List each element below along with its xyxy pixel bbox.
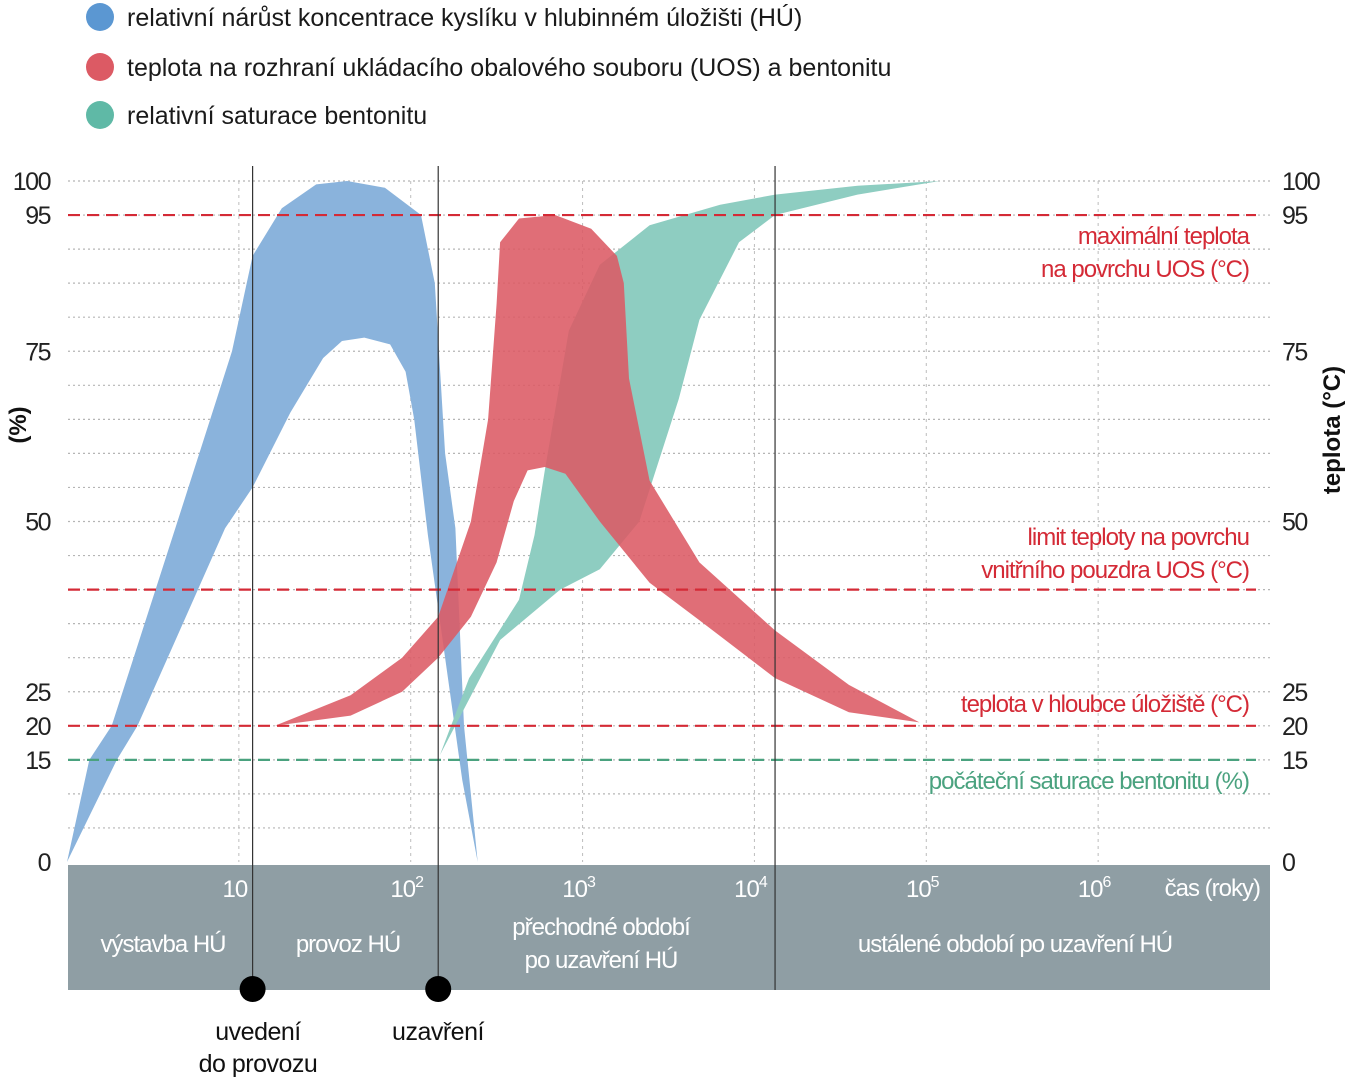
milestone-lines <box>239 166 776 1002</box>
ref-limit-temp-line1: limit teploty na povrchu <box>1028 524 1249 551</box>
legend-label-temperature: teplota na rozhraní ukládacího obalového… <box>127 54 891 82</box>
y-tick-left: 25 <box>25 679 50 707</box>
ref-depth-temp: teplota v hloubce úložiště (°C) <box>961 691 1249 718</box>
y-tick-right: 0 <box>1282 849 1295 877</box>
ref-max-temp-line1: maximální teplota <box>1078 223 1251 250</box>
legend-swatch-saturation <box>86 101 114 129</box>
area-temperature <box>274 215 920 726</box>
y-axis-right-label: teplota (°C) <box>1319 366 1346 494</box>
y-tick-right: 25 <box>1282 679 1307 707</box>
data-areas <box>67 181 940 862</box>
y-tick-right: 100 <box>1282 168 1320 196</box>
legend-label-saturation: relativní saturace bentonitu <box>127 102 427 130</box>
time-axis-band <box>68 865 1270 990</box>
milestone-commissioning-line1: uvedení <box>215 1018 301 1046</box>
milestone-dot <box>239 976 266 1002</box>
x-axis-label: čas (roky) <box>1165 875 1260 902</box>
period-transition-line1: přechodné období <box>512 914 691 941</box>
milestone-commissioning-line2: do provozu <box>199 1050 318 1078</box>
legend: relativní nárůst koncentrace kyslíku v h… <box>86 3 891 130</box>
x-tick-label: 106 <box>1078 874 1112 903</box>
area-bentonite-saturation <box>439 181 940 756</box>
y-tick-left: 95 <box>25 202 50 230</box>
reference-lines <box>68 213 1256 761</box>
milestone-closure: uzavření <box>392 1018 484 1046</box>
legend-swatch-oxygen <box>86 3 114 31</box>
ref-initial-saturation: počáteční saturace bentonitu (%) <box>929 768 1249 795</box>
y-tick-right: 95 <box>1282 202 1307 230</box>
ref-max-temp-line2: na povrchu UOS (°C) <box>1041 256 1249 283</box>
ref-limit-temp-line2: vnitřního pouzdra UOS (°C) <box>981 557 1249 584</box>
x-tick-label: 10 <box>223 876 248 903</box>
y-tick-right: 15 <box>1282 747 1307 775</box>
period-transition-line2: po uzavření HÚ <box>525 947 678 974</box>
y-tick-left: 20 <box>25 713 50 741</box>
milestone-dot <box>425 976 452 1002</box>
period-steady: ustálené období po uzavření HÚ <box>858 931 1172 958</box>
legend-swatch-temperature <box>86 53 114 81</box>
y-tick-left: 0 <box>38 849 51 877</box>
period-labels: výstavba HÚ provoz HÚ přechodné období p… <box>100 914 1173 974</box>
y-tick-left: 15 <box>25 747 50 775</box>
y-tick-left: 100 <box>13 168 51 196</box>
legend-label-oxygen: relativní nárůst koncentrace kyslíku v h… <box>127 3 802 32</box>
period-construction: výstavba HÚ <box>100 931 225 958</box>
y-tick-right: 75 <box>1282 338 1307 366</box>
y-tick-left: 75 <box>25 338 50 366</box>
x-tick-label: 103 <box>562 874 596 903</box>
x-tick-label: 105 <box>906 874 940 903</box>
period-operation: provoz HÚ <box>296 931 400 958</box>
y-tick-left: 50 <box>25 509 50 537</box>
x-tick-label: 102 <box>390 874 424 903</box>
y-tick-right: 20 <box>1282 713 1307 741</box>
x-tick-labels: 10 102 103 104 105 106 <box>223 874 1113 903</box>
x-tick-label: 104 <box>734 874 768 903</box>
area-oxygen <box>67 181 478 862</box>
y-axis-left-label: (%) <box>5 406 32 443</box>
y-tick-labels: 100 100 95 95 75 75 50 50 25 25 20 20 15 15 0 0 <box>13 168 1322 877</box>
y-tick-right: 50 <box>1282 509 1307 537</box>
